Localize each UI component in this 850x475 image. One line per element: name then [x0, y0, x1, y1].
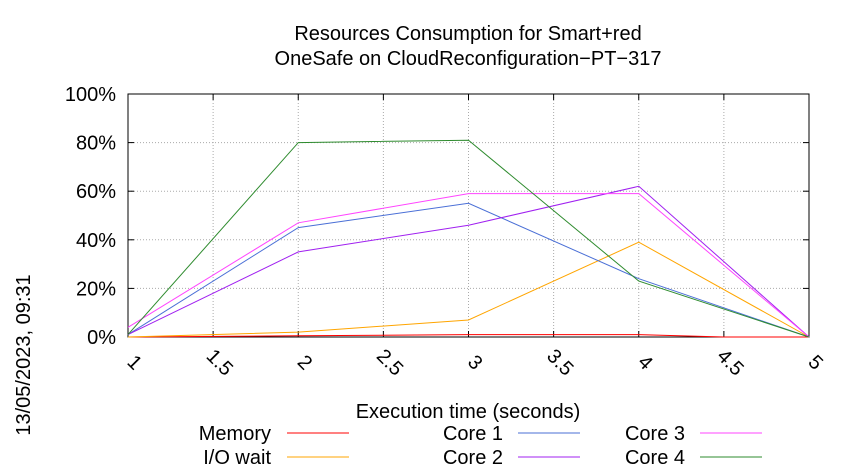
x-axis-label: Execution time (seconds)	[356, 401, 581, 423]
series-line-core-2	[127, 185, 810, 338]
series-line-core-1	[127, 202, 810, 338]
x-tick-label: 3	[463, 351, 486, 374]
x-tick-label: 2.5	[372, 345, 407, 380]
y-axis: 0% 20% 40% 60% 80% 100%	[65, 84, 809, 349]
x-tick-label: 4	[633, 351, 656, 374]
legend-label-core-3: Core 3	[625, 423, 685, 445]
series-line-core-3	[127, 193, 810, 338]
x-tick-label: 2	[293, 351, 316, 374]
y-tick-label: 80%	[76, 133, 116, 155]
series-line-memory	[127, 334, 809, 338]
legend-label-core-1: Core 1	[443, 423, 503, 445]
chart-title-line2: OneSafe on CloudReconfiguration−PT−317	[275, 48, 662, 70]
legend-label-memory: Memory	[199, 423, 271, 445]
grid-lines	[127, 93, 810, 338]
series-line-core-4	[127, 139, 810, 338]
timestamp-label: 13/05/2023, 09:31	[13, 274, 35, 435]
y-tick-label: 40%	[76, 230, 116, 252]
legend-label-core-4: Core 4	[625, 447, 685, 469]
series-lines	[127, 139, 810, 338]
x-tick-label: 1.5	[202, 345, 237, 380]
y-tick-label: 60%	[76, 181, 116, 203]
x-tick-label: 5	[804, 351, 827, 374]
x-tick-label: 3.5	[542, 345, 577, 380]
legend-label-core-2: Core 2	[443, 447, 503, 469]
x-tick-label: 4.5	[713, 345, 748, 380]
y-tick-label: 20%	[76, 278, 116, 300]
x-tick-label: 1	[123, 351, 146, 374]
legend-label-i-o-wait: I/O wait	[203, 447, 271, 469]
chart-title-line1: Resources Consumption for Smart+red	[294, 23, 641, 45]
series-line-i-o-wait	[127, 241, 810, 338]
y-tick-label: 0%	[87, 327, 116, 349]
y-tick-label: 100%	[65, 84, 116, 106]
